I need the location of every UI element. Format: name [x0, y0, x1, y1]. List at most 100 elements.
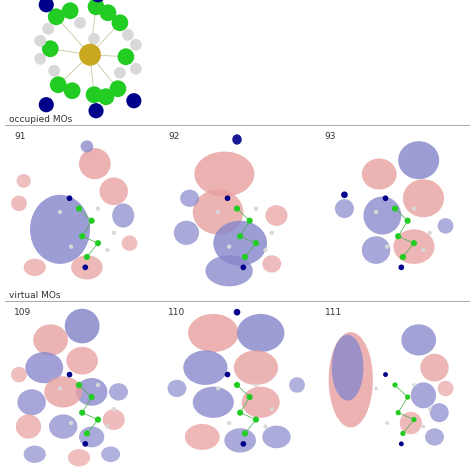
Text: 92: 92 — [168, 132, 180, 141]
Ellipse shape — [425, 428, 444, 446]
Ellipse shape — [180, 189, 199, 207]
Ellipse shape — [76, 378, 108, 406]
Circle shape — [234, 309, 240, 316]
Ellipse shape — [332, 335, 364, 400]
Circle shape — [76, 206, 82, 212]
Circle shape — [48, 9, 64, 25]
Ellipse shape — [79, 426, 104, 447]
Circle shape — [395, 410, 401, 415]
Circle shape — [111, 231, 116, 235]
Circle shape — [69, 421, 73, 425]
Ellipse shape — [103, 409, 125, 430]
Circle shape — [421, 248, 426, 252]
Ellipse shape — [66, 347, 98, 375]
Circle shape — [240, 441, 246, 446]
Ellipse shape — [68, 449, 90, 466]
Ellipse shape — [393, 229, 435, 264]
Circle shape — [35, 53, 46, 64]
Circle shape — [39, 0, 54, 12]
Circle shape — [111, 407, 116, 411]
Circle shape — [126, 93, 141, 109]
Ellipse shape — [362, 236, 390, 264]
Ellipse shape — [30, 195, 90, 264]
Ellipse shape — [18, 389, 46, 415]
Text: 110: 110 — [168, 308, 185, 317]
Ellipse shape — [24, 446, 46, 463]
Circle shape — [246, 394, 253, 400]
Circle shape — [95, 416, 101, 423]
Circle shape — [240, 265, 246, 270]
Circle shape — [82, 441, 88, 446]
Text: 91: 91 — [14, 132, 26, 141]
Ellipse shape — [112, 203, 134, 228]
Circle shape — [411, 240, 417, 246]
Ellipse shape — [403, 179, 444, 217]
Circle shape — [225, 372, 230, 377]
Ellipse shape — [262, 426, 291, 448]
Circle shape — [82, 265, 88, 270]
Circle shape — [95, 240, 101, 246]
Circle shape — [76, 382, 82, 388]
Circle shape — [237, 409, 243, 416]
Circle shape — [242, 430, 248, 436]
Circle shape — [227, 421, 231, 425]
Circle shape — [270, 231, 274, 235]
Ellipse shape — [194, 151, 255, 197]
Text: 93: 93 — [325, 132, 336, 141]
Ellipse shape — [398, 141, 439, 179]
Circle shape — [69, 245, 73, 249]
Ellipse shape — [237, 314, 284, 352]
Circle shape — [242, 254, 248, 260]
Circle shape — [79, 409, 85, 416]
Ellipse shape — [328, 332, 373, 427]
Circle shape — [130, 39, 141, 50]
Ellipse shape — [400, 412, 422, 434]
Circle shape — [428, 231, 432, 235]
Ellipse shape — [44, 377, 82, 407]
Circle shape — [42, 40, 59, 57]
Ellipse shape — [24, 259, 46, 276]
Ellipse shape — [33, 324, 68, 356]
Ellipse shape — [438, 381, 454, 396]
Ellipse shape — [205, 255, 253, 287]
Circle shape — [84, 430, 90, 436]
Circle shape — [270, 407, 274, 411]
Circle shape — [96, 383, 100, 387]
Ellipse shape — [411, 382, 436, 408]
Circle shape — [114, 67, 126, 79]
Circle shape — [254, 383, 258, 387]
Circle shape — [383, 372, 388, 377]
Circle shape — [39, 97, 54, 112]
Circle shape — [422, 425, 425, 428]
Circle shape — [118, 49, 134, 65]
Circle shape — [43, 23, 54, 34]
Ellipse shape — [65, 309, 100, 343]
Ellipse shape — [49, 415, 77, 439]
Ellipse shape — [183, 350, 228, 385]
Circle shape — [89, 218, 95, 224]
Circle shape — [86, 86, 102, 103]
Ellipse shape — [224, 428, 256, 453]
Ellipse shape — [122, 236, 137, 251]
Ellipse shape — [234, 350, 278, 385]
Ellipse shape — [174, 221, 199, 245]
Circle shape — [64, 82, 81, 99]
Text: 111: 111 — [325, 308, 342, 317]
Ellipse shape — [188, 314, 238, 352]
Ellipse shape — [167, 380, 186, 397]
Circle shape — [254, 207, 258, 211]
Circle shape — [74, 17, 86, 29]
Ellipse shape — [262, 255, 281, 273]
Circle shape — [234, 382, 240, 388]
Circle shape — [98, 89, 114, 105]
Circle shape — [385, 421, 389, 425]
Ellipse shape — [25, 352, 63, 383]
Circle shape — [67, 195, 73, 201]
Ellipse shape — [362, 159, 397, 189]
Circle shape — [227, 245, 231, 249]
Circle shape — [385, 245, 389, 249]
Text: 109: 109 — [14, 308, 31, 317]
Circle shape — [253, 240, 259, 246]
Circle shape — [111, 14, 128, 31]
Ellipse shape — [101, 446, 120, 462]
